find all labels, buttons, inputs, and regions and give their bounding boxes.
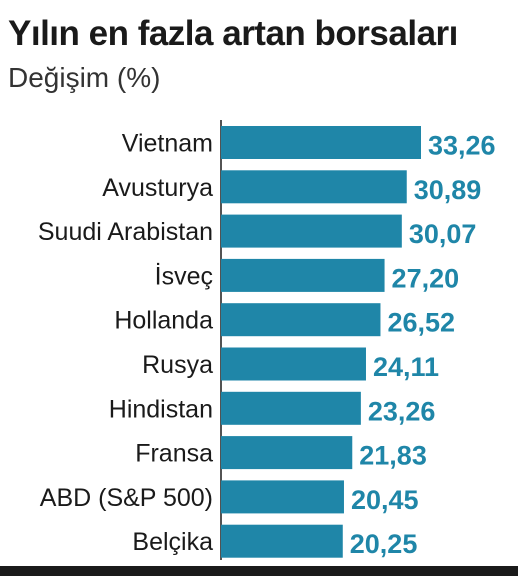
category-label: ABD (S&P 500) [40, 484, 213, 512]
bar [221, 480, 344, 514]
category-label: Hindistan [109, 395, 213, 423]
value-label: 30,07 [409, 219, 477, 249]
bar [221, 347, 366, 381]
value-label: 24,11 [373, 352, 439, 382]
category-label: Belçika [132, 528, 213, 556]
category-label: Avusturya [102, 174, 213, 202]
category-label: Vietnam [122, 130, 213, 158]
bottom-rule [0, 566, 518, 576]
value-label: 20,45 [351, 485, 419, 515]
chart-subtitle: Değişim (%) [8, 62, 161, 93]
value-label: 33,26 [428, 131, 496, 161]
value-label: 30,89 [414, 175, 482, 205]
bar [221, 303, 381, 337]
category-label: Rusya [142, 351, 213, 379]
chart-title: Yılın en fazla artan borsaları [8, 14, 458, 53]
category-label: Hollanda [114, 307, 213, 335]
bar [221, 436, 353, 470]
value-label: 20,25 [350, 529, 418, 559]
value-label: 27,20 [392, 263, 460, 293]
category-label: Suudi Arabistan [38, 218, 213, 246]
category-label: Fransa [135, 440, 213, 468]
value-label: 26,52 [387, 308, 455, 338]
value-label: 23,26 [368, 396, 436, 426]
bar [221, 170, 407, 204]
bar [221, 126, 421, 159]
bar [221, 391, 361, 425]
bar [221, 258, 385, 292]
value-label: 21,83 [359, 441, 427, 471]
bar [221, 214, 402, 248]
bar [221, 524, 343, 558]
category-label: İsveç [155, 261, 213, 290]
